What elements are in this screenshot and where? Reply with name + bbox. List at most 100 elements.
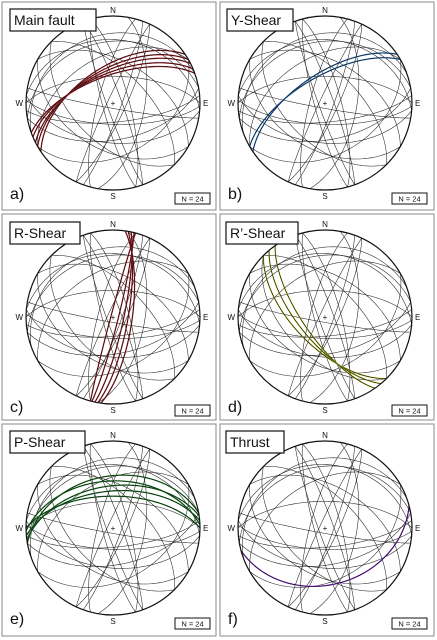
east-label: E [415,99,420,108]
background-great-circles [237,231,413,403]
background-great-circle [26,309,200,358]
background-great-circle [49,255,175,381]
highlighted-great-circle-outline [100,230,135,404]
background-great-circle [238,309,412,358]
background-great-circle [25,290,201,318]
background-great-circle [238,95,412,144]
panel-b: + N S E W Y-Shear b) N = 24 [219,1,435,211]
background-great-circle [30,32,195,133]
background-great-circle [51,41,175,165]
background-great-circle [83,21,144,185]
background-great-circle [83,235,144,399]
background-great-circle [249,471,401,572]
highlighted-great-circle-outline [25,495,201,529]
background-great-circle [302,18,351,188]
sample-count-box [391,617,428,630]
highlighted-great-circle-outline [32,62,194,138]
background-great-circle [295,21,356,185]
center-mark: + [111,313,116,322]
highlighted-great-circle-outline [249,57,401,147]
background-great-circle [27,87,199,142]
center-mark: + [323,524,328,533]
highlighted-great-circle-outline [37,54,189,147]
center-mark: + [323,313,328,322]
background-great-circle [237,313,413,339]
background-great-circle [249,46,401,147]
background-great-circle [239,465,411,544]
background-great-circle [263,41,387,165]
south-label: S [322,406,327,415]
sample-count-box [391,192,428,205]
panel-title-box [225,221,299,245]
east-label: E [203,99,208,108]
south-label: S [110,406,115,415]
west-label: W [15,99,23,108]
sample-count-box [174,617,211,630]
background-great-circle [27,40,199,119]
background-great-circle [239,301,411,356]
background-great-circle [239,254,411,333]
background-great-circle [295,446,356,610]
background-great-circle [88,232,136,402]
background-great-circle [287,23,362,182]
background-great-circle [97,17,148,189]
panel-title-box [225,430,285,454]
background-great-circle [25,76,201,104]
sample-count: N = 24 [398,195,420,204]
south-label: S [322,617,327,626]
sample-count: N = 24 [181,407,203,416]
background-great-circle [249,260,401,361]
background-great-circle [237,290,413,318]
background-great-circle [237,99,413,125]
background-great-circle [294,446,355,610]
panel-letter: f) [228,611,238,628]
background-great-circle [294,235,355,399]
center-mark: + [111,524,116,533]
west-label: W [227,99,235,108]
panel-title-box [9,430,86,454]
center-mark: + [111,99,116,108]
background-great-circle [300,18,348,188]
background-great-circle [75,23,150,182]
panel-e: + N S E W P-Shear e) N = 24 [1,423,217,637]
background-great-circle [295,21,356,185]
panel-title: P-Shear [14,434,66,450]
background-great-circle [26,520,200,569]
background-great-circle [37,484,189,585]
center-mark: + [323,99,328,108]
sample-count: N = 24 [181,195,203,204]
background-great-circle [249,59,401,160]
background-great-circle [238,520,412,569]
panel-title: Y-Shear [231,12,281,28]
background-great-circle [309,442,360,614]
background-great-circle [294,21,355,185]
background-great-circle [27,512,199,544]
background-great-circle [249,484,401,585]
east-label: E [203,313,208,322]
north-label: N [322,220,328,229]
background-great-circle [249,484,402,588]
background-great-circle [239,512,411,567]
panel-title-box [9,8,97,32]
background-great-circle [75,448,150,607]
highlighted-great-circle-outline [90,232,136,402]
background-great-circle [82,446,143,610]
sample-count: N = 24 [181,620,203,629]
highlighted-great-circles [240,505,410,588]
background-great-circle [27,465,199,544]
highlighted-great-circle-outline [30,66,195,133]
background-great-circle [238,39,412,111]
background-great-circle [249,273,402,377]
background-great-circle [37,273,190,377]
highlighted-great-circle-outline [274,245,376,389]
primitive-circle [25,440,201,616]
panel-title-box [226,8,294,32]
background-great-circle [83,21,144,185]
background-great-circle [37,59,189,160]
background-great-circle [249,49,401,147]
background-great-circle [25,313,201,339]
background-great-circle [83,446,144,610]
north-label: N [322,431,328,440]
background-great-circles [25,442,201,614]
panel-title: R-Shear [14,225,66,241]
